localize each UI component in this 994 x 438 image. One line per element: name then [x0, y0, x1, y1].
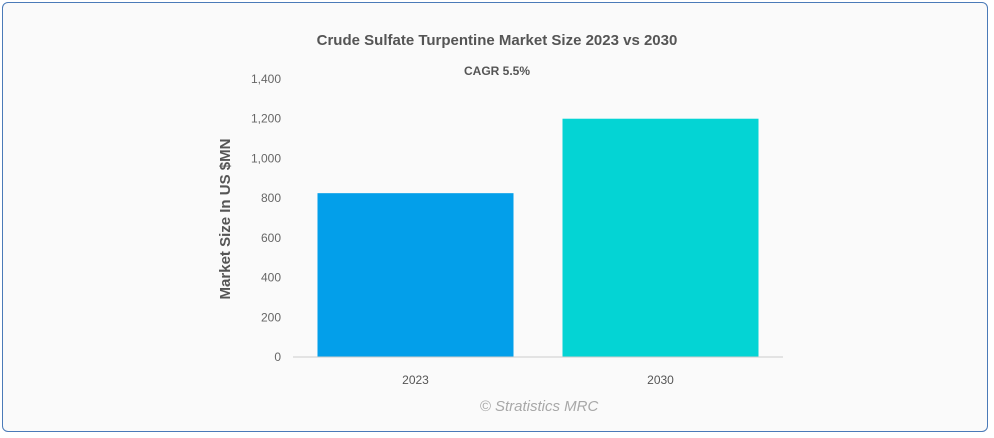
y-tick-label: 200 — [261, 310, 281, 324]
y-tick-label: 400 — [261, 271, 281, 285]
chart-container: Crude Sulfate Turpentine Market Size 202… — [2, 2, 988, 432]
watermark: © Stratistics MRC — [480, 398, 599, 415]
y-axis-ticks: 0 200 400 600 800 1,000 1,200 1,400 — [251, 72, 281, 364]
y-tick-label: 1,200 — [251, 112, 281, 126]
x-tick-label: 2030 — [647, 373, 674, 387]
bars-group — [317, 118, 759, 357]
x-tick-label: 2023 — [402, 373, 429, 387]
y-tick-label: 600 — [261, 231, 281, 245]
bar-2030 — [562, 118, 759, 357]
y-tick-label: 0 — [274, 350, 281, 364]
bar-chart: Crude Sulfate Turpentine Market Size 202… — [217, 32, 783, 415]
y-tick-label: 800 — [261, 191, 281, 205]
x-axis-ticks: 2023 2030 — [402, 373, 674, 387]
chart-subtitle: CAGR 5.5% — [464, 64, 530, 78]
y-axis-label: Market Size In US $MN — [217, 139, 234, 300]
y-tick-label: 1,000 — [251, 151, 281, 165]
bar-2023 — [317, 193, 514, 357]
chart-title: Crude Sulfate Turpentine Market Size 202… — [317, 32, 678, 49]
y-tick-label: 1,400 — [251, 72, 281, 86]
